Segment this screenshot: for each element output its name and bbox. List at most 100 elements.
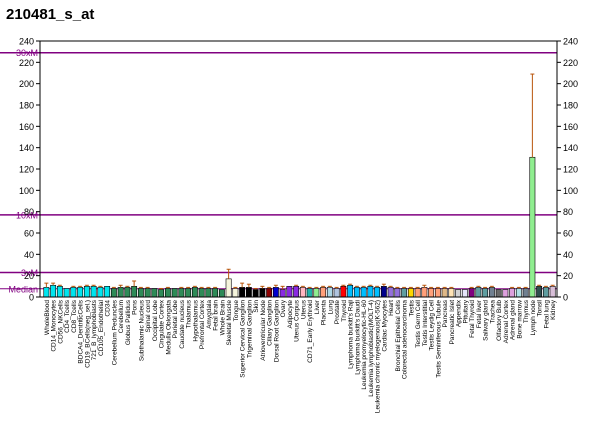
bar bbox=[455, 289, 462, 298]
bar bbox=[286, 286, 293, 298]
x-tick-label: Tonsil bbox=[537, 299, 544, 316]
y-tick-label-left: 140 bbox=[19, 143, 34, 153]
x-tick-label: Lung bbox=[327, 300, 334, 315]
bar bbox=[509, 288, 516, 298]
bar bbox=[340, 286, 347, 298]
bar bbox=[164, 288, 171, 298]
bar bbox=[542, 287, 549, 298]
y-tick-label-left: 80 bbox=[24, 207, 34, 217]
y-tick-label-right: 120 bbox=[563, 165, 578, 175]
reference-lines: 30xM 10xM 3xM Median bbox=[0, 48, 557, 294]
bar bbox=[151, 288, 158, 298]
x-tick-label: Skin bbox=[253, 300, 260, 313]
bar bbox=[239, 287, 246, 298]
x-tick-label: Bronchial Epithelial Cells bbox=[395, 299, 402, 371]
bar bbox=[158, 289, 165, 298]
x-tick-label: Testis Seminiferous Tubule bbox=[435, 300, 442, 378]
bar bbox=[117, 287, 124, 298]
bar bbox=[529, 156, 536, 298]
x-tick-label: Colorectal adenocarcinoma bbox=[402, 300, 409, 380]
x-tick-label: Testis Leydig Cell bbox=[429, 299, 436, 350]
y-tick-label-right: 140 bbox=[563, 143, 578, 153]
x-tick-label: Fetal lung bbox=[543, 300, 550, 329]
x-tick-label: Liver bbox=[314, 299, 321, 314]
bar bbox=[488, 287, 495, 298]
y-tick-label-left: 180 bbox=[19, 101, 34, 111]
bar bbox=[77, 287, 84, 298]
bar bbox=[137, 288, 144, 298]
bar bbox=[56, 286, 63, 298]
y-tick-label-left: 200 bbox=[19, 79, 34, 89]
y-tick-label-left: 20 bbox=[24, 271, 34, 281]
x-tick-label: Spinal cord bbox=[145, 300, 152, 333]
chart-title: 210481_s_at bbox=[6, 6, 95, 23]
x-tick-label: Lymph node bbox=[530, 300, 537, 336]
x-tick-label: Thyroid bbox=[341, 300, 348, 322]
bar bbox=[131, 286, 138, 298]
x-tick-label: Olfactory Bulb bbox=[496, 300, 503, 341]
bar bbox=[279, 289, 286, 298]
bar bbox=[394, 288, 401, 298]
y-tick-label-right: 180 bbox=[563, 101, 578, 111]
x-tick-label: Skeletal Muscle bbox=[226, 300, 233, 346]
x-tick-label: Kidney bbox=[550, 299, 557, 320]
y-tick-label-left: 100 bbox=[19, 186, 34, 196]
bar bbox=[259, 288, 266, 298]
x-tick-label: Fetal Thyroid bbox=[469, 300, 476, 338]
x-tick-label: Placenta bbox=[321, 300, 328, 326]
bar bbox=[299, 287, 306, 298]
x-tick-label: Bone marrow bbox=[516, 300, 523, 339]
bar bbox=[252, 289, 259, 298]
x-tick-label: Testis bbox=[408, 299, 415, 316]
x-tick-label: CD34 bbox=[105, 300, 112, 317]
x-tick-label: Testis Germ Cell bbox=[415, 299, 422, 347]
bar bbox=[43, 287, 50, 298]
y-tick-label-right: 200 bbox=[563, 79, 578, 89]
y-tick-label-left: 220 bbox=[19, 58, 34, 68]
x-tick-label: CD8_Tcells bbox=[71, 299, 78, 333]
x-tick-label: Cerebellum bbox=[118, 300, 125, 333]
bar bbox=[306, 288, 313, 298]
bar bbox=[482, 288, 489, 298]
x-tick-label: Pancreas bbox=[442, 299, 449, 327]
x-tick-label: CD4_Tcells bbox=[64, 299, 71, 333]
reference-line-label: 10xM bbox=[16, 210, 38, 220]
bar bbox=[50, 284, 57, 298]
bar bbox=[414, 288, 421, 298]
bar bbox=[272, 287, 279, 298]
bar bbox=[347, 284, 354, 298]
bar bbox=[407, 288, 414, 298]
y-tick-label-left: 60 bbox=[24, 229, 34, 239]
y-tick-label-right: 220 bbox=[563, 58, 578, 68]
bar bbox=[70, 287, 77, 298]
x-tick-label: Lymphoma burkitt's Daudi bbox=[354, 300, 361, 375]
bar bbox=[428, 288, 435, 298]
bar bbox=[144, 288, 151, 298]
bar bbox=[461, 289, 468, 298]
x-tick-label: Trachea bbox=[489, 300, 496, 324]
bar bbox=[171, 288, 178, 298]
y-tick-label-right: 40 bbox=[563, 250, 573, 260]
bar bbox=[353, 287, 360, 298]
bar bbox=[522, 288, 529, 298]
bar bbox=[468, 288, 475, 298]
x-tick-label: Lymphoma burkitt's Raji bbox=[348, 300, 355, 369]
bar bbox=[218, 289, 225, 298]
x-tick-label: Pituitary bbox=[462, 299, 469, 323]
x-tick-label: Whole Brain bbox=[219, 300, 226, 336]
bar bbox=[245, 287, 252, 298]
bar bbox=[374, 287, 381, 298]
x-tick-label: Pons bbox=[132, 299, 139, 315]
x-tick-label: Adipocyte bbox=[287, 300, 294, 329]
bar bbox=[198, 288, 205, 298]
bar bbox=[448, 288, 455, 298]
x-tick-label: Fetal brain bbox=[213, 300, 220, 331]
x-tick-label: Prostate bbox=[334, 300, 341, 325]
bar bbox=[549, 286, 556, 298]
bar bbox=[326, 287, 333, 298]
bar bbox=[387, 287, 394, 298]
y-tick-label-left: 120 bbox=[19, 165, 34, 175]
bar bbox=[110, 288, 117, 298]
x-tick-label: Uterus Corpus bbox=[294, 299, 301, 342]
